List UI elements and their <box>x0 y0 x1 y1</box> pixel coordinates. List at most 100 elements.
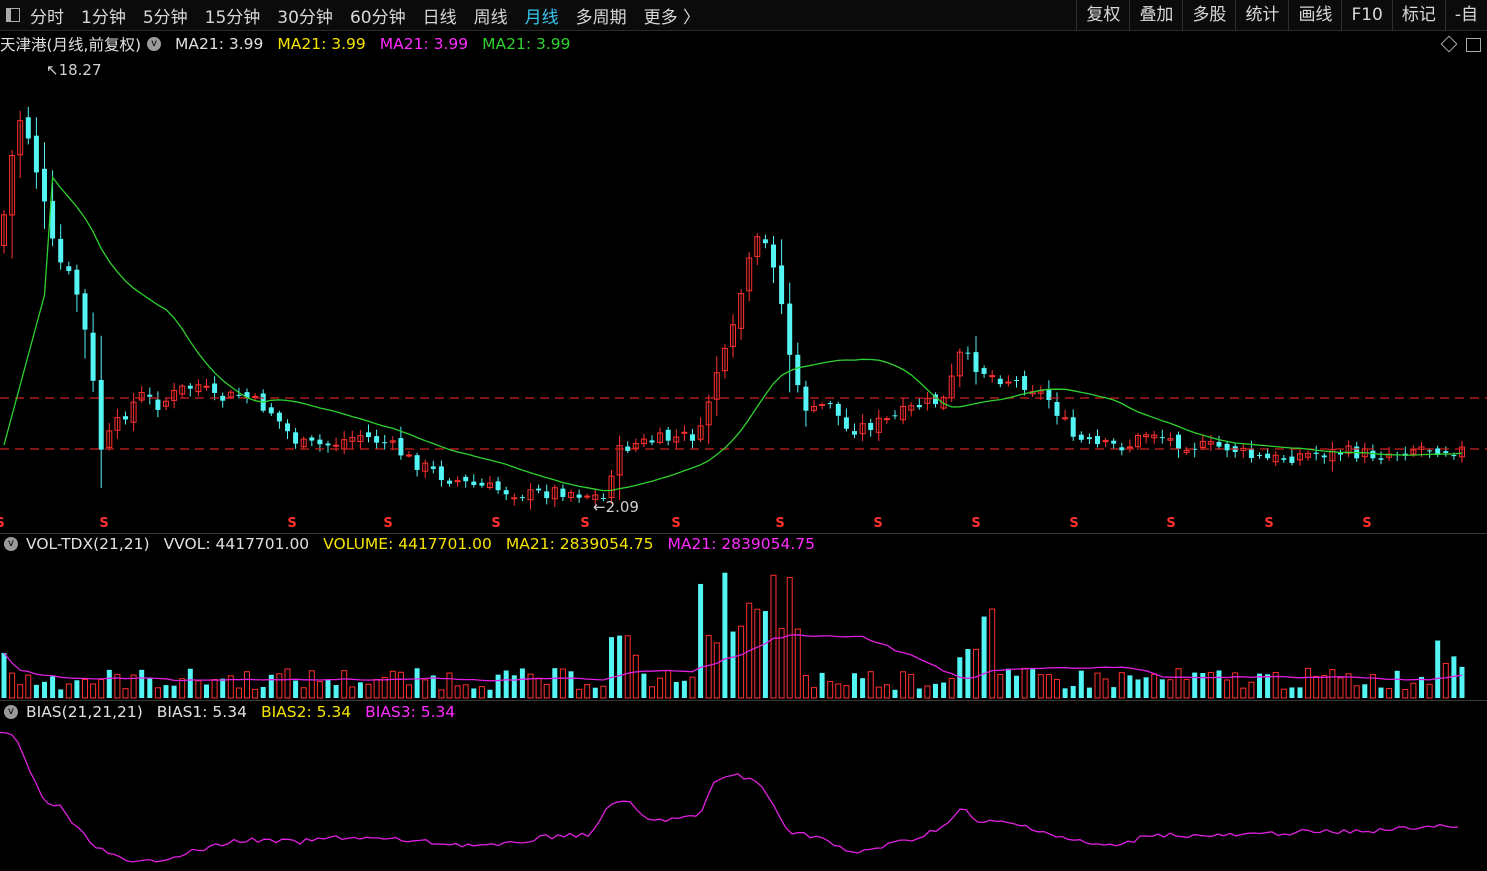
volume-bar <box>422 679 429 699</box>
period-tab[interactable]: 日线 <box>422 7 457 28</box>
volume-bar <box>981 616 987 698</box>
candle-body <box>1459 446 1465 458</box>
volume-bar <box>114 673 121 699</box>
volume-bar <box>1102 678 1109 699</box>
legend-options-icon[interactable]: v <box>147 37 162 51</box>
legend-value: MA21: 3.99 <box>175 35 264 53</box>
toolbar-button[interactable]: 复权 <box>1076 0 1129 30</box>
volume-bar <box>997 673 1004 699</box>
candle-body <box>1345 445 1352 454</box>
volume-bar <box>333 685 339 698</box>
period-tab[interactable]: 5分钟 <box>142 7 188 28</box>
volume-bar <box>381 676 388 699</box>
bias-options-icon[interactable]: v <box>4 705 18 719</box>
candle-body <box>389 440 396 443</box>
toolbar-button[interactable]: 叠加 <box>1129 0 1182 30</box>
volume-bar <box>98 678 105 699</box>
volume-bar <box>397 671 404 699</box>
toolbar-button[interactable]: 画线 <box>1288 0 1341 30</box>
toolbar-button[interactable]: F10 <box>1341 0 1391 30</box>
dividend-marker: S <box>1069 516 1078 530</box>
volume-bar <box>82 679 88 699</box>
candle-body <box>42 168 47 202</box>
volume-bar <box>1005 668 1011 698</box>
divider <box>0 700 1487 701</box>
volume-bar <box>1216 670 1222 698</box>
volume-bar <box>1094 672 1101 699</box>
volume-bar <box>1143 677 1149 698</box>
candle-body <box>1046 389 1052 401</box>
candle-body <box>536 488 542 491</box>
toolbar-button[interactable]: 统计 <box>1235 0 1288 30</box>
window-toggle-icon[interactable] <box>1466 38 1481 52</box>
period-tab[interactable]: 60分钟 <box>349 7 406 28</box>
volume-bar <box>860 678 866 698</box>
volume-bar <box>1410 682 1417 699</box>
period-tab[interactable]: 月线 <box>524 7 559 28</box>
volume-bar <box>754 608 761 699</box>
volume-bar <box>454 685 461 699</box>
volume-bar <box>1265 674 1271 698</box>
candle-body <box>625 446 631 451</box>
volume-bar <box>1329 669 1336 699</box>
volume-bar <box>543 683 550 699</box>
candle-body <box>900 406 907 421</box>
volume-bar <box>698 583 704 698</box>
volume-bar <box>187 668 193 698</box>
period-tab[interactable]: 周线 <box>473 7 508 28</box>
period-tab[interactable]: 更多 〉 <box>643 7 700 28</box>
candle-body <box>1095 435 1100 445</box>
legend-value: VOLUME: 4417701.00 <box>323 535 492 553</box>
chart-settings-icon[interactable] <box>1440 35 1458 53</box>
period-tab[interactable]: 1分钟 <box>81 7 126 28</box>
volume-bar <box>1337 677 1344 699</box>
volume-bar <box>316 681 323 699</box>
period-tab[interactable]: 30分钟 <box>277 7 333 28</box>
legend-value: VVOL: 4417701.00 <box>163 535 310 553</box>
candle-body <box>1289 456 1295 463</box>
candle-body <box>771 244 776 268</box>
candle-body <box>584 495 591 498</box>
volume-bar <box>802 674 809 699</box>
candle-body <box>438 466 444 481</box>
candle-body <box>220 395 226 401</box>
volume-bar <box>414 668 420 698</box>
volume-chart[interactable] <box>0 556 1487 700</box>
dividend-marker: S <box>491 516 500 530</box>
volume-bar <box>33 684 39 698</box>
candle-body <box>33 135 39 173</box>
candle-body <box>406 454 412 457</box>
candle-body <box>730 324 736 347</box>
volume-bar <box>973 648 979 699</box>
volume-bar <box>1313 675 1320 699</box>
candle-body <box>25 117 31 139</box>
candle-body <box>1257 454 1262 456</box>
candle-body <box>1410 449 1417 455</box>
bias-chart[interactable] <box>0 722 1487 871</box>
dividend-marker: S <box>99 516 108 530</box>
toolbar-button[interactable]: 标记 <box>1391 0 1445 30</box>
volume-bar <box>1435 640 1441 698</box>
candle-body <box>341 439 348 450</box>
candle-body <box>1329 448 1336 462</box>
panel-toggle-icon[interactable] <box>6 8 20 22</box>
candle-body <box>933 394 938 405</box>
legend-value: MA21: 3.99 <box>277 35 366 53</box>
candle-body <box>1070 417 1076 437</box>
candle-body <box>956 351 963 377</box>
period-tab[interactable]: 多周期 <box>575 7 627 28</box>
candle-body <box>463 476 469 482</box>
toolbar-button[interactable]: 多股 <box>1182 0 1235 30</box>
period-tab[interactable]: 15分钟 <box>204 7 261 28</box>
toolbar-button[interactable]: -自 <box>1444 0 1487 30</box>
volume-bar <box>25 674 32 699</box>
candlestick-chart[interactable]: ↖18.27 ←2.09 S S S S S S S S S S S S S S <box>0 55 1487 530</box>
volume-bar <box>649 686 655 699</box>
volume-bar <box>1345 673 1352 699</box>
candle-body <box>1054 402 1060 416</box>
dividend-marker: S <box>383 516 392 530</box>
period-tab[interactable]: 分时 <box>30 7 64 28</box>
volume-options-icon[interactable]: v <box>4 537 18 551</box>
candle-body <box>916 404 922 408</box>
volume-bar <box>308 670 315 699</box>
